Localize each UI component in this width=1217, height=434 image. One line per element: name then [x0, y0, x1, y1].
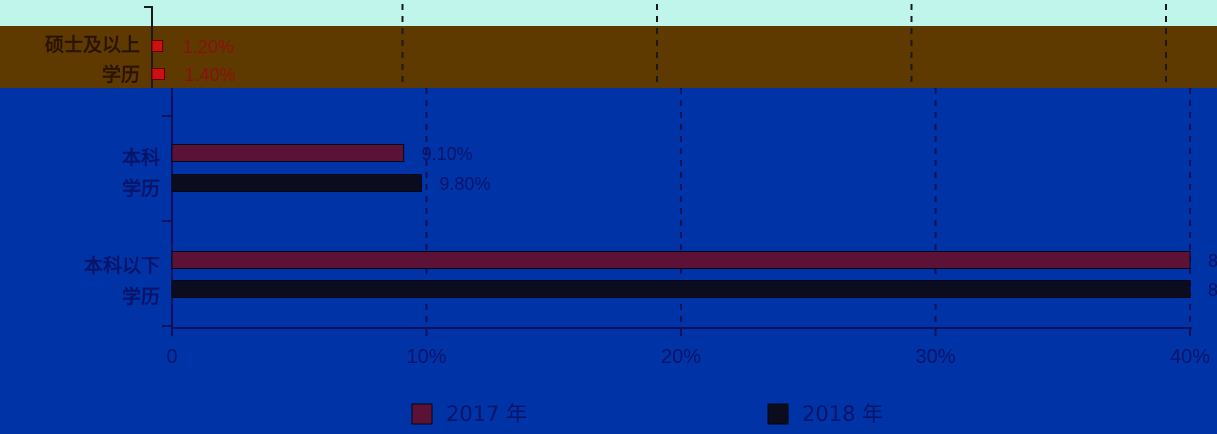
legend-label: 2018 年 — [802, 402, 883, 426]
bar — [171, 174, 422, 192]
bar — [171, 144, 405, 162]
data-label: 89.70% — [1208, 251, 1217, 271]
category-label: 学历 — [102, 63, 140, 86]
legend-swatch — [411, 403, 433, 425]
category-label: 本科 — [122, 146, 160, 169]
grid — [401, 4, 1191, 328]
x-tick-label: 30% — [915, 346, 955, 368]
bar — [151, 68, 165, 80]
legend-swatch — [767, 403, 789, 425]
top-color-band — [0, 0, 1217, 26]
category-label: 硕士及以上 — [45, 34, 140, 56]
category-label: 本科以下 — [84, 254, 160, 277]
bar — [171, 280, 1191, 298]
bar — [151, 40, 164, 52]
legend: 2017 年 2018 年 — [411, 402, 883, 426]
x-tick-label: 40% — [1170, 346, 1210, 368]
x-tick-label: 10% — [406, 346, 446, 368]
data-label: 1.20% — [183, 37, 234, 57]
data-label: 9.10% — [422, 144, 473, 164]
data-label: 1.40% — [184, 65, 235, 85]
category-label: 学历 — [122, 285, 160, 308]
labels: 0 10% 20% 30% 40%硕士及以上学历1.20%1.40%本科学历9.10%9… — [45, 34, 1217, 368]
data-label: 88.80% — [1208, 280, 1217, 300]
x-tick-label: 0 — [166, 346, 177, 368]
legend-label: 2017 年 — [446, 402, 527, 426]
bars — [151, 40, 1191, 298]
upper-color-band — [0, 26, 1217, 88]
bar — [171, 251, 1191, 269]
category-label: 学历 — [122, 177, 160, 200]
x-tick-label: 20% — [661, 346, 701, 368]
data-label: 9.80% — [439, 174, 490, 194]
